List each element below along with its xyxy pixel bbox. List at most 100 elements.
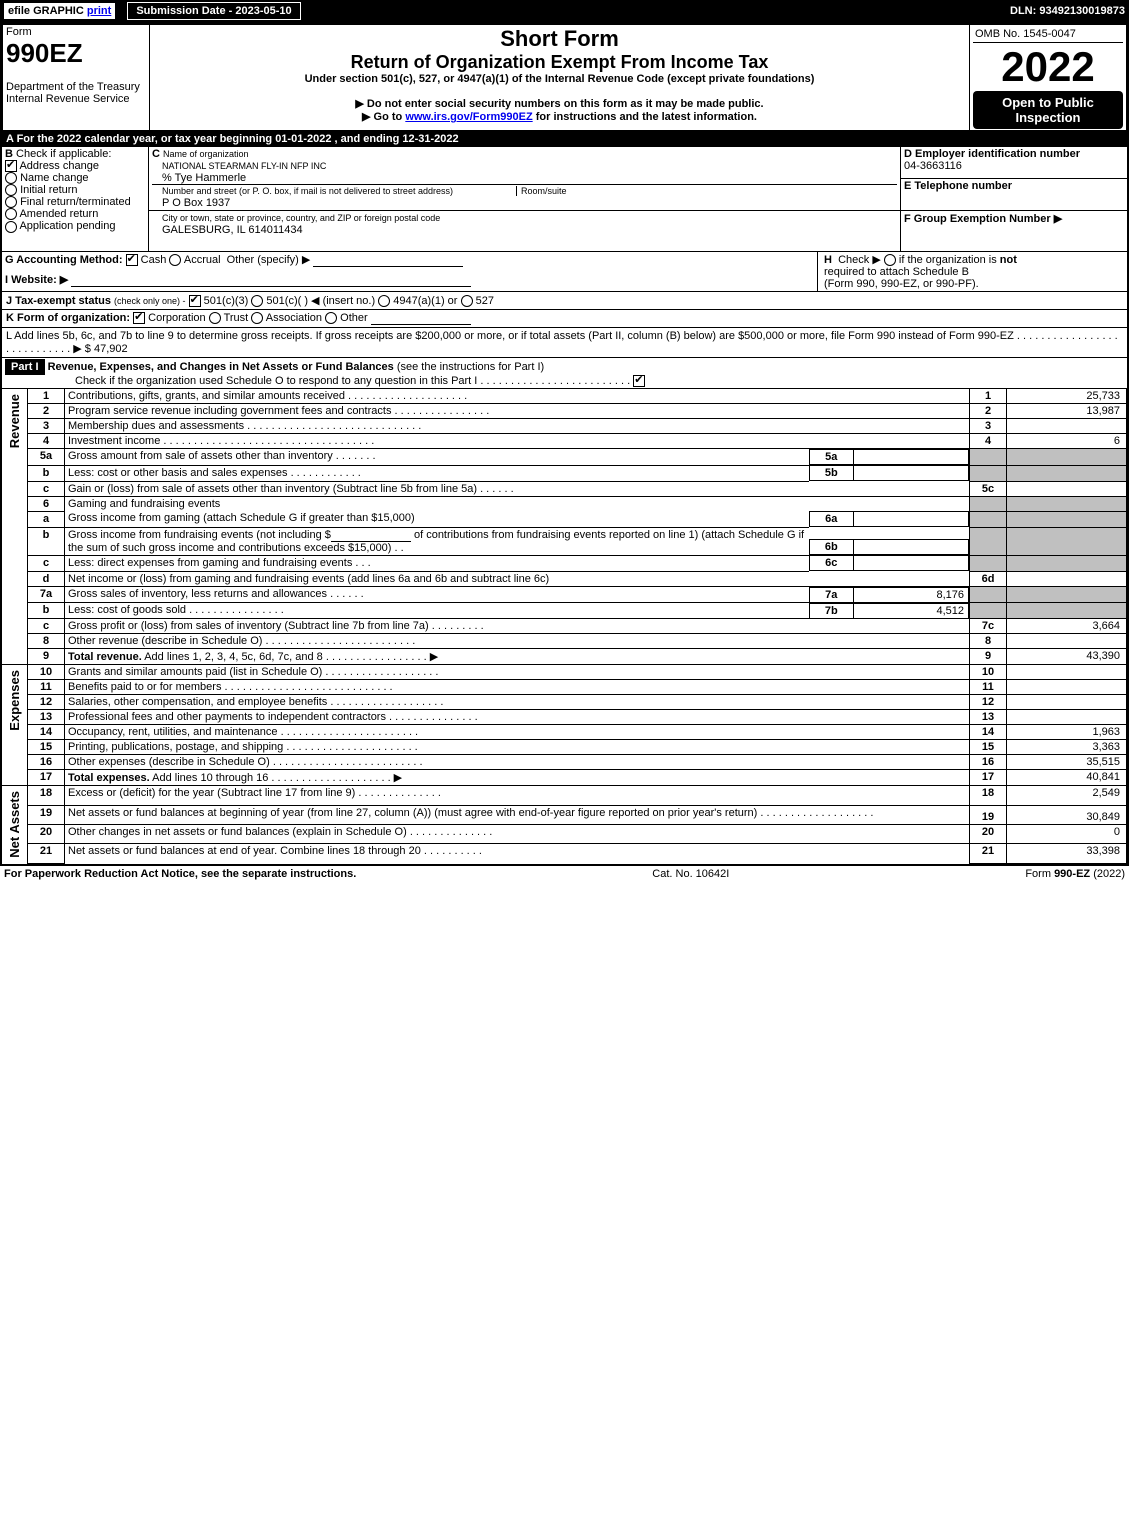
c-label: C — [152, 148, 160, 160]
city-label: City or town, state or province, country… — [152, 213, 440, 223]
line-5b-text: Less: cost or other basis and sales expe… — [68, 467, 288, 479]
k-other-checkbox[interactable] — [325, 312, 337, 324]
line-6b-num: b — [28, 527, 65, 555]
line-16-amt: 35,515 — [1007, 755, 1127, 770]
line-6b-text1: Gross income from fundraising events (no… — [68, 529, 331, 541]
d-label: D Employer identification number — [904, 148, 1080, 160]
line-17-num: 17 — [28, 770, 65, 786]
k-trust-checkbox[interactable] — [209, 312, 221, 324]
line-11-amt — [1007, 680, 1127, 695]
line-17-amt: 40,841 — [1007, 770, 1127, 786]
line-21-text: Net assets or fund balances at end of ye… — [68, 845, 421, 857]
j-527: 527 — [476, 295, 494, 307]
j-501c3: 501(c)(3) — [204, 295, 249, 307]
street-value: P O Box 1937 — [152, 197, 230, 209]
omb-number: OMB No. 1545-0047 — [973, 26, 1123, 43]
line-5b-inner-num: 5b — [810, 466, 854, 481]
line-7a-text: Gross sales of inventory, less returns a… — [68, 588, 327, 600]
line-21-num: 21 — [28, 844, 65, 863]
line-12-num: 12 — [28, 695, 65, 710]
j-sub: (check only one) - — [114, 296, 186, 306]
revenue-section-label: Revenue — [5, 390, 24, 452]
k-corp-checkbox[interactable] — [133, 312, 145, 324]
line-6-num: 6 — [28, 496, 65, 511]
line-13-amt — [1007, 710, 1127, 725]
h-text2: if the organization is — [899, 254, 1000, 266]
line-14-num: 14 — [28, 725, 65, 740]
k-assoc-checkbox[interactable] — [251, 312, 263, 324]
line-8-num: 8 — [28, 634, 65, 649]
line-15-ln: 15 — [970, 740, 1007, 755]
city-value: GALESBURG, IL 614011434 — [152, 224, 303, 236]
line-17-text: Total expenses. — [68, 772, 150, 784]
h-text4: (Form 990, 990-EZ, or 990-PF). — [824, 278, 979, 290]
line-9-amt: 43,390 — [1007, 649, 1127, 665]
line-20-amt: 0 — [1007, 824, 1127, 843]
line-2-ln: 2 — [970, 404, 1007, 419]
line-16-text: Other expenses (describe in Schedule O) — [68, 756, 270, 768]
footer-right-pre: Form — [1025, 868, 1054, 880]
h-not: not — [1000, 254, 1017, 266]
line-21-amt: 33,398 — [1007, 844, 1127, 863]
h-checkbox[interactable] — [884, 254, 896, 266]
j-501c: 501(c)( ) — [266, 295, 308, 307]
cash-checkbox[interactable] — [126, 254, 138, 266]
line-2-amt: 13,987 — [1007, 404, 1127, 419]
line-9-text: Total revenue. — [68, 651, 142, 663]
line-6b-inner-num: 6b — [810, 540, 854, 555]
j-501c-checkbox[interactable] — [251, 295, 263, 307]
netassets-section-label: Net Assets — [5, 787, 24, 862]
amended-return-checkbox[interactable] — [5, 208, 17, 220]
g-label: G Accounting Method: — [5, 254, 123, 266]
line-20-num: 20 — [28, 824, 65, 843]
line-19-amt: 30,849 — [1007, 805, 1127, 824]
line-6a-num: a — [28, 511, 65, 527]
j-4947-checkbox[interactable] — [378, 295, 390, 307]
street-label: Number and street (or P. O. box, if mail… — [152, 186, 453, 196]
irs-link[interactable]: www.irs.gov/Form990EZ — [405, 111, 532, 123]
name-org-label: Name of organization — [163, 149, 249, 159]
j-501c3-checkbox[interactable] — [189, 295, 201, 307]
f-label: F Group Exemption Number ▶ — [904, 213, 1062, 225]
k-assoc: Association — [266, 312, 322, 324]
part1-schedule-o-checkbox[interactable] — [633, 375, 645, 387]
address-change-checkbox[interactable] — [5, 160, 17, 172]
line-7c-num: c — [28, 619, 65, 634]
irs-label: Internal Revenue Service — [6, 93, 130, 105]
top-bar: efile GRAPHIC print Submission Date - 20… — [0, 0, 1129, 22]
line-3-text: Membership dues and assessments — [68, 420, 244, 432]
line-10-amt — [1007, 665, 1127, 680]
line-13-num: 13 — [28, 710, 65, 725]
ein-value: 04-3663116 — [904, 160, 962, 172]
warning-1: ▶ Do not enter social security numbers o… — [153, 97, 966, 110]
line-9-text2: Add lines 1, 2, 3, 4, 5c, 6d, 7c, and 8 — [142, 651, 323, 663]
line-3-num: 3 — [28, 419, 65, 434]
line-2-num: 2 — [28, 404, 65, 419]
tax-year: 2022 — [973, 43, 1123, 91]
line-1-ln: 1 — [970, 389, 1007, 404]
print-link[interactable]: print — [87, 5, 111, 17]
graphic-label: GRAPHIC — [33, 5, 84, 17]
line-10-text: Grants and similar amounts paid (list in… — [68, 666, 322, 678]
dln-label: DLN: 93492130019873 — [1010, 5, 1125, 17]
j-label: J Tax-exempt status — [6, 295, 111, 307]
app-pending-label: Application pending — [19, 220, 115, 232]
app-pending-checkbox[interactable] — [5, 221, 17, 233]
l-text: L Add lines 5b, 6c, and 7b to line 9 to … — [6, 330, 1014, 342]
room-label: Room/suite — [516, 186, 571, 196]
line-15-num: 15 — [28, 740, 65, 755]
line-9-ln: 9 — [970, 649, 1007, 665]
form-number: 990EZ — [6, 38, 83, 68]
name-change-checkbox[interactable] — [5, 172, 17, 184]
line-10-ln: 10 — [970, 665, 1007, 680]
line-20-ln: 20 — [970, 824, 1007, 843]
line-1-amt: 25,733 — [1007, 389, 1127, 404]
line-5a-inner-amt — [853, 450, 968, 465]
initial-return-checkbox[interactable] — [5, 184, 17, 196]
final-return-checkbox[interactable] — [5, 196, 17, 208]
line-5c-text: Gain or (loss) from sale of assets other… — [68, 483, 477, 495]
j-527-checkbox[interactable] — [461, 295, 473, 307]
line-4-ln: 4 — [970, 434, 1007, 449]
line-7b-inner-num: 7b — [810, 603, 854, 618]
accrual-checkbox[interactable] — [169, 254, 181, 266]
